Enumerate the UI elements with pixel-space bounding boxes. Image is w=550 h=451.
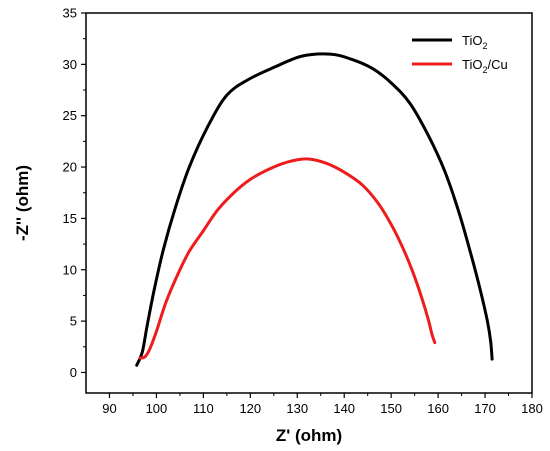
x-tick-label: 150 [380,401,402,416]
y-tick-label: 30 [63,57,77,72]
y-tick-label: 25 [63,108,77,123]
y-tick-label: 35 [63,6,77,21]
y-tick-label: 5 [70,314,77,329]
x-tick-label: 140 [333,401,355,416]
legend: TiO2 TiO2/Cu [412,33,508,75]
x-tick-label: 90 [102,401,116,416]
x-axis-ticks: 90 100 110 120 130 140 150 160 170 180 [102,393,543,416]
x-tick-label: 120 [239,401,261,416]
x-axis-title: Z' (ohm) [276,426,342,445]
x-tick-label: 110 [193,401,214,416]
y-axis-title: -Z'' (ohm) [13,165,32,241]
y-tick-label: 0 [70,365,77,380]
x-tick-label: 180 [521,401,543,416]
series-line-tio2 [135,52,494,367]
x-tick-label: 160 [427,401,449,416]
series-line-tio2-cu [138,157,437,360]
y-tick-label: 20 [63,160,77,175]
plot-lines [135,52,494,367]
y-tick-label: 10 [63,262,77,277]
x-tick-label: 130 [286,401,308,416]
legend-label: TiO2 [462,33,487,51]
plot-frame [85,12,533,394]
axes: 90 100 110 120 130 140 150 160 170 180 0 5 10 15 20 25… [63,6,543,417]
y-axis-ticks: 0 5 10 15 20 25 30 35 [63,6,86,380]
x-tick-label: 100 [146,401,168,416]
y-tick-label: 15 [63,211,77,226]
x-tick-label: 170 [474,401,496,416]
legend-label: TiO2/Cu [462,57,508,75]
